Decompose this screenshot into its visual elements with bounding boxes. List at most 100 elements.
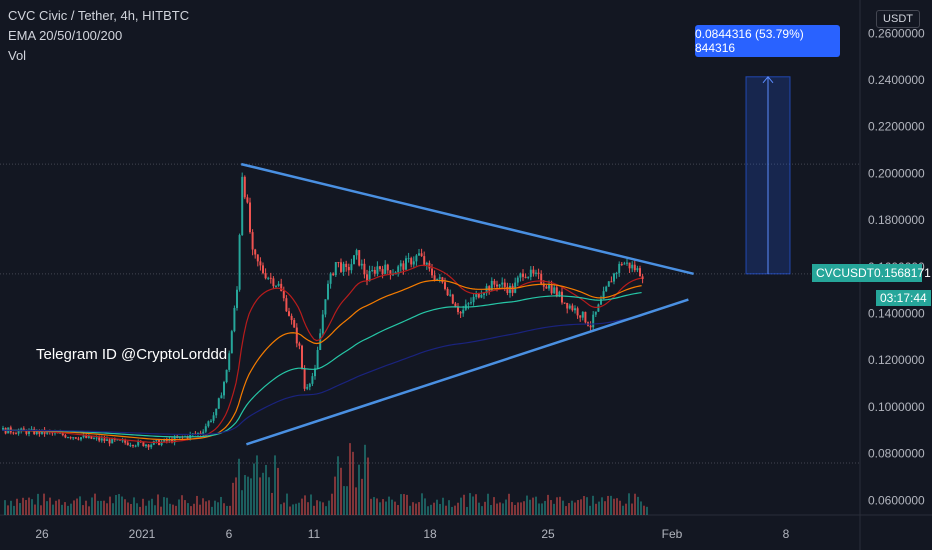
volume-bar bbox=[331, 493, 333, 515]
volume-bar bbox=[607, 495, 609, 515]
volume-bar bbox=[259, 477, 261, 515]
volume-bar bbox=[217, 502, 219, 515]
volume-bar bbox=[526, 495, 528, 515]
volume-bar bbox=[145, 505, 147, 515]
candle-body bbox=[631, 264, 634, 269]
volume-bar bbox=[112, 503, 114, 515]
volume-bar bbox=[349, 443, 351, 515]
symbol-title[interactable]: CVC Civic / Tether, 4h, HITBTC bbox=[8, 8, 190, 23]
candle-body bbox=[457, 307, 459, 312]
candle-body bbox=[503, 282, 506, 287]
x-tick-label: Feb bbox=[662, 527, 683, 541]
candle-body bbox=[238, 235, 241, 290]
volume-bar bbox=[247, 476, 249, 515]
volume-bar bbox=[184, 500, 186, 515]
volume-bar bbox=[616, 498, 618, 515]
candle-body bbox=[555, 287, 558, 296]
candle-body bbox=[407, 258, 410, 260]
volume-bar bbox=[232, 482, 234, 515]
volume-bar bbox=[343, 486, 345, 515]
volume-bar bbox=[520, 502, 522, 515]
measure-arrow-head bbox=[762, 75, 774, 84]
candle-body bbox=[275, 285, 277, 287]
volume-bar bbox=[424, 498, 426, 515]
candle-body bbox=[436, 278, 439, 281]
candle-body bbox=[379, 266, 381, 270]
ema-indicator-label[interactable]: EMA 20/50/100/200 bbox=[8, 28, 123, 43]
volume-bar bbox=[265, 464, 267, 515]
volume-bar bbox=[76, 498, 78, 515]
volume-bar bbox=[172, 504, 174, 515]
candle-body bbox=[483, 293, 485, 295]
candle-body bbox=[392, 274, 394, 276]
volume-bar bbox=[391, 499, 393, 515]
volume-bar bbox=[52, 504, 54, 515]
volume-bar bbox=[535, 496, 537, 515]
volume-bar bbox=[46, 501, 48, 515]
candle-body bbox=[254, 249, 257, 255]
volume-bar bbox=[589, 505, 591, 515]
volume-bar bbox=[385, 501, 387, 515]
x-tick-label: 2021 bbox=[129, 527, 156, 541]
candle-body bbox=[308, 383, 311, 387]
y-tick-label: 0.1200000 bbox=[868, 353, 925, 367]
x-tick-label: 8 bbox=[783, 527, 790, 541]
volume-bar bbox=[613, 498, 615, 515]
volume-bar bbox=[562, 500, 564, 515]
volume-bar bbox=[310, 494, 312, 515]
candle-body bbox=[35, 430, 38, 435]
volume-bar bbox=[415, 503, 417, 515]
candle-body bbox=[272, 278, 275, 287]
candle-body bbox=[319, 333, 322, 350]
candle-body bbox=[121, 440, 124, 442]
candle-body bbox=[251, 232, 254, 250]
volume-bar bbox=[622, 505, 624, 515]
volume-bar bbox=[316, 500, 318, 515]
candle-body bbox=[342, 263, 345, 272]
volume-bar bbox=[367, 457, 369, 515]
candle-body bbox=[566, 302, 569, 309]
candle-body bbox=[249, 202, 251, 233]
candle-body bbox=[147, 444, 150, 448]
currency-button[interactable]: USDT bbox=[876, 10, 920, 28]
volume-bar bbox=[244, 475, 246, 515]
volume-bar bbox=[211, 506, 213, 515]
volume-bar bbox=[103, 500, 105, 515]
volume-bar bbox=[79, 496, 81, 515]
candle-body bbox=[145, 444, 147, 447]
volume-bar bbox=[97, 500, 99, 515]
candle-body bbox=[90, 435, 93, 439]
candle-body bbox=[519, 273, 522, 278]
candle-body bbox=[337, 262, 340, 264]
volume-bar bbox=[430, 504, 432, 515]
volume-bar bbox=[364, 444, 366, 515]
candle-body bbox=[59, 432, 62, 434]
volume-indicator-label[interactable]: Vol bbox=[8, 48, 27, 63]
candle-body bbox=[446, 288, 449, 296]
volume-bar bbox=[328, 500, 330, 515]
candle-body bbox=[176, 437, 179, 439]
candle-body bbox=[353, 255, 355, 265]
volume-bar bbox=[643, 505, 645, 515]
candle-body bbox=[72, 437, 75, 439]
volume-bar bbox=[397, 505, 399, 515]
volume-bar bbox=[70, 503, 72, 515]
volume-bar bbox=[451, 506, 453, 515]
volume-bar bbox=[556, 497, 558, 515]
candle-body bbox=[327, 283, 329, 300]
candle-body bbox=[350, 264, 353, 271]
candle-body bbox=[87, 435, 90, 438]
volume-bar bbox=[337, 456, 339, 515]
candle-body bbox=[467, 303, 470, 305]
candle-body bbox=[412, 261, 415, 265]
bar-countdown: 03:17:44 bbox=[876, 290, 931, 306]
volume-bar bbox=[370, 498, 372, 515]
volume-bar bbox=[487, 493, 489, 515]
volume-bar bbox=[325, 506, 327, 515]
candle-body bbox=[129, 445, 132, 447]
volume-bar bbox=[574, 502, 576, 515]
volume-bar bbox=[163, 497, 165, 515]
volume-bar bbox=[499, 502, 501, 515]
ema-20-line bbox=[1, 264, 642, 444]
